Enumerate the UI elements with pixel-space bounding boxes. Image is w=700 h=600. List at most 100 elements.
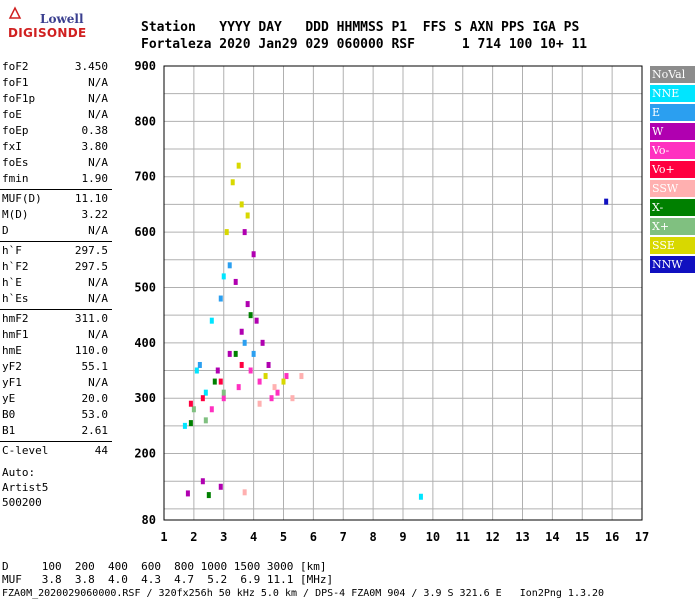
data-point bbox=[284, 373, 289, 380]
param-row: yF1 N/A bbox=[2, 376, 108, 392]
legend-item: NNW bbox=[650, 256, 695, 273]
legend-item: Vo- bbox=[650, 142, 695, 159]
param-value: N/A bbox=[88, 156, 108, 169]
data-point bbox=[248, 312, 253, 319]
y-tick-label: 300 bbox=[134, 391, 156, 405]
param-separator bbox=[0, 189, 112, 190]
data-point bbox=[290, 395, 295, 402]
data-point bbox=[188, 400, 193, 407]
data-point bbox=[239, 328, 244, 335]
y-tick-label: 600 bbox=[134, 225, 156, 239]
y-tick-label: 500 bbox=[134, 280, 156, 294]
data-point bbox=[182, 422, 187, 429]
param-value: 3.450 bbox=[74, 60, 108, 73]
param-name: C-level bbox=[2, 444, 49, 457]
data-point bbox=[218, 295, 223, 302]
data-point bbox=[263, 373, 268, 380]
data-point bbox=[188, 420, 193, 427]
x-tick-label: 14 bbox=[545, 530, 559, 544]
param-value: 3.80 bbox=[81, 140, 109, 153]
data-point bbox=[221, 395, 226, 402]
x-tick-label: 1 bbox=[160, 530, 167, 544]
logo-line1: Lowell bbox=[40, 12, 84, 26]
param-value: 44 bbox=[94, 444, 108, 457]
param-name: foEs bbox=[2, 156, 29, 169]
data-point bbox=[239, 361, 244, 368]
data-point bbox=[275, 389, 280, 396]
data-point bbox=[212, 378, 217, 385]
data-point bbox=[230, 179, 235, 186]
param-separator bbox=[0, 309, 112, 310]
param-value: 297.5 bbox=[74, 244, 108, 257]
param-row: h`Es N/A bbox=[2, 292, 108, 308]
data-point bbox=[257, 378, 262, 385]
data-point bbox=[260, 339, 265, 346]
data-point bbox=[227, 262, 232, 269]
data-point bbox=[221, 389, 226, 396]
param-row: B1 2.61 bbox=[2, 424, 108, 440]
param-name: hmF1 bbox=[2, 328, 29, 341]
plot-frame bbox=[163, 65, 643, 521]
legend-item: X- bbox=[650, 199, 695, 216]
param-row: B0 53.0 bbox=[2, 408, 108, 424]
param-name: foF1 bbox=[2, 76, 29, 89]
param-separator bbox=[0, 441, 112, 442]
data-point bbox=[254, 317, 259, 324]
param-name: fxI bbox=[2, 140, 22, 153]
data-point bbox=[266, 361, 271, 368]
header-labels: Station YYYY DAY DDD HHMMSS P1 FFS S AXN… bbox=[141, 20, 580, 35]
data-point bbox=[209, 406, 214, 413]
param-row: h`E N/A bbox=[2, 276, 108, 292]
legend-item: X+ bbox=[650, 218, 695, 235]
data-point bbox=[200, 478, 205, 485]
x-tick-label: 6 bbox=[310, 530, 317, 544]
legend-item: E bbox=[650, 104, 695, 121]
x-tick-label: 15 bbox=[575, 530, 589, 544]
param-name: h`F2 bbox=[2, 260, 29, 273]
param-value: N/A bbox=[88, 76, 108, 89]
param-name: h`Es bbox=[2, 292, 29, 305]
param-value: 311.0 bbox=[74, 312, 108, 325]
file-info: FZA0M_2020029060000.RSF / 320fx256h 50 k… bbox=[2, 588, 605, 599]
param-separator bbox=[0, 241, 112, 242]
x-tick-label: 13 bbox=[515, 530, 529, 544]
param-row: h`F 297.5 bbox=[2, 244, 108, 260]
param-value: 1.90 bbox=[81, 172, 109, 185]
x-tick-label: 12 bbox=[485, 530, 499, 544]
data-point bbox=[233, 278, 238, 285]
param-value: N/A bbox=[88, 92, 108, 105]
param-name: M(D) bbox=[2, 208, 29, 221]
data-point bbox=[604, 198, 609, 205]
data-point bbox=[248, 367, 253, 374]
autoscaling-line3: 500200 bbox=[2, 496, 42, 509]
param-row: foEs N/A bbox=[2, 156, 108, 172]
y-tick-label: 80 bbox=[142, 513, 156, 527]
legend-item: SSW bbox=[650, 180, 695, 197]
y-tick-label: 800 bbox=[134, 114, 156, 128]
data-point bbox=[200, 395, 205, 402]
ionogram-chart: 1 2 3 4 5 6 7 8 9 10 11 12 13 14 15 16 17802003004005006… bbox=[134, 59, 649, 544]
param-row: yF2 55.1 bbox=[2, 360, 108, 376]
data-point bbox=[251, 251, 256, 258]
param-value: 11.10 bbox=[74, 192, 108, 205]
data-point bbox=[245, 301, 250, 308]
x-tick-label: 5 bbox=[280, 530, 287, 544]
param-value: 55.1 bbox=[81, 360, 109, 373]
param-row: M(D) 3.22 bbox=[2, 208, 108, 224]
data-point bbox=[218, 378, 223, 385]
x-tick-label: 2 bbox=[190, 530, 197, 544]
param-name: yF1 bbox=[2, 376, 22, 389]
param-value: 20.0 bbox=[81, 392, 109, 405]
data-point bbox=[203, 417, 208, 424]
param-name: h`E bbox=[2, 276, 22, 289]
data-point bbox=[242, 229, 247, 236]
param-row: yE 20.0 bbox=[2, 392, 108, 408]
data-point bbox=[236, 162, 241, 169]
x-tick-label: 17 bbox=[635, 530, 649, 544]
param-value: N/A bbox=[88, 292, 108, 305]
data-point bbox=[242, 489, 247, 496]
param-name: B1 bbox=[2, 424, 16, 437]
x-tick-label: 9 bbox=[399, 530, 406, 544]
data-point bbox=[233, 350, 238, 357]
x-tick-label: 4 bbox=[250, 530, 257, 544]
